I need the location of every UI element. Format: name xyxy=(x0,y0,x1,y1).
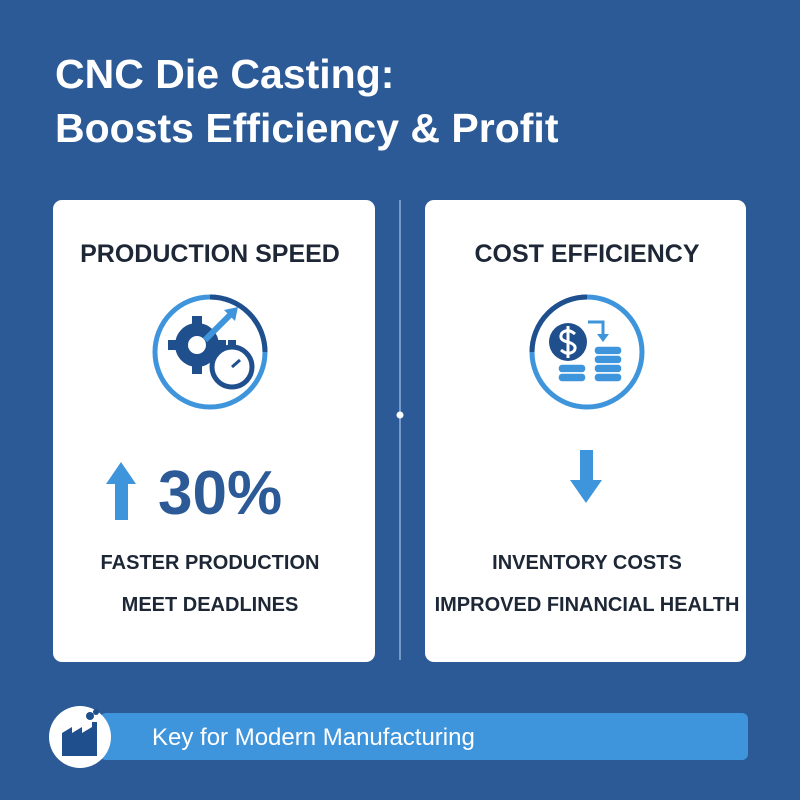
footer-bar xyxy=(100,713,748,760)
card-heading: COST EFFICIENCY xyxy=(474,240,699,268)
card-heading: PRODUCTION SPEED xyxy=(80,240,340,268)
title-line: Boosts Efficiency & Profit xyxy=(55,105,559,151)
card-line: MEET DEADLINES xyxy=(122,594,299,616)
stat-value: 30% xyxy=(158,459,282,528)
footer-text: Key for Modern Manufacturing xyxy=(152,724,475,751)
speed-icon xyxy=(152,294,268,410)
title-line: CNC Die Casting: xyxy=(55,51,394,97)
card-line: INVENTORY COSTS xyxy=(492,552,682,574)
factory-icon xyxy=(62,709,99,756)
down-arrow xyxy=(570,450,602,503)
up-arrow xyxy=(106,462,136,520)
card xyxy=(53,200,375,662)
divider-dot xyxy=(396,411,404,419)
card-line: IMPROVED FINANCIAL HEALTH xyxy=(435,594,740,616)
card-line: FASTER PRODUCTION xyxy=(101,552,320,574)
card xyxy=(425,200,746,662)
cost-icon xyxy=(529,294,645,410)
